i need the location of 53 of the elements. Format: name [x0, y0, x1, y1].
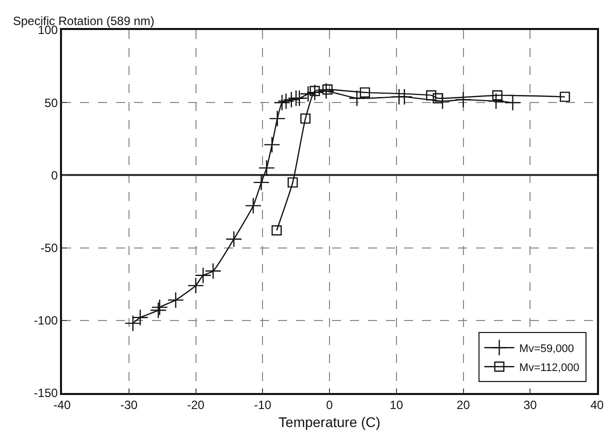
point	[132, 309, 149, 326]
x-tick-label: 30	[523, 398, 538, 412]
x-tick-label: -40	[53, 398, 71, 412]
point	[252, 174, 270, 191]
point	[244, 197, 262, 214]
y-tick-label: -100	[34, 314, 58, 328]
point	[504, 94, 522, 111]
x-axis-title: Temperature (C)	[278, 414, 380, 430]
point	[187, 277, 204, 294]
point	[396, 88, 413, 106]
point	[348, 90, 366, 107]
point	[492, 90, 502, 100]
point	[322, 84, 333, 95]
point	[274, 94, 290, 111]
point	[167, 292, 184, 308]
point	[258, 160, 275, 176]
point	[426, 90, 436, 100]
point	[150, 302, 167, 319]
x-tick-label: 40	[590, 398, 604, 412]
x-tick-label: -30	[120, 398, 138, 412]
x-tick-label: -20	[187, 398, 205, 412]
legend-label: Mv=112,000	[519, 362, 580, 374]
point	[269, 110, 286, 127]
point	[300, 86, 316, 102]
point	[318, 82, 334, 100]
legend-label: Mv=59,000	[519, 342, 574, 355]
point	[306, 84, 324, 101]
point	[432, 93, 443, 104]
point	[300, 113, 311, 124]
point	[283, 91, 300, 108]
point	[272, 225, 282, 236]
point	[360, 87, 370, 98]
x-tick-label: 0	[326, 398, 334, 412]
point	[124, 315, 142, 332]
point	[151, 299, 168, 316]
point	[264, 136, 280, 154]
x-tick-label: -10	[254, 398, 272, 412]
y-tick-label: 50	[44, 96, 58, 110]
point	[454, 91, 472, 108]
point	[288, 177, 298, 188]
point	[204, 262, 222, 280]
x-tick-label: 20	[456, 398, 470, 412]
y-tick-label: -150	[34, 386, 58, 400]
y-tick-label: 0	[51, 168, 58, 182]
point	[488, 92, 504, 110]
y-tick-label: -50	[40, 241, 58, 255]
point	[291, 90, 308, 107]
point	[310, 86, 320, 96]
point	[560, 92, 570, 102]
point	[194, 267, 212, 284]
x-tick-label: 10	[390, 398, 404, 412]
point	[278, 92, 294, 110]
point	[226, 230, 242, 248]
